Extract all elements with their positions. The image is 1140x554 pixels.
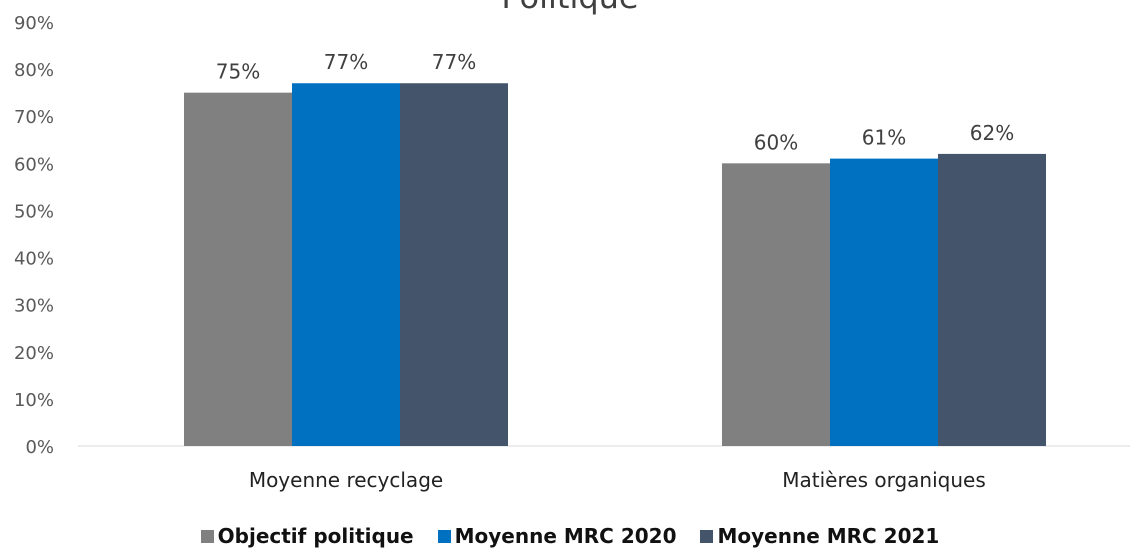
chart-title: Politique (501, 0, 638, 16)
data-label: 77% (324, 50, 368, 74)
data-label: 61% (862, 126, 906, 150)
data-label: 75% (216, 60, 260, 84)
y-tick-label: 20% (14, 343, 54, 364)
legend-swatch (200, 529, 214, 543)
legend-label: Moyenne MRC 2020 (454, 524, 677, 548)
data-label: 77% (432, 50, 476, 74)
bar (184, 92, 292, 447)
y-tick-label: 30% (14, 296, 54, 317)
legend-swatch (700, 529, 714, 543)
y-tick-label: 0% (25, 437, 54, 458)
y-tick-label: 80% (14, 60, 54, 81)
data-label: 62% (970, 121, 1014, 145)
legend-item: Moyenne MRC 2021 (700, 524, 939, 548)
legend-label: Moyenne MRC 2021 (717, 524, 940, 548)
y-tick-label: 10% (14, 390, 54, 411)
y-tick-label: 50% (14, 201, 54, 222)
bar (938, 153, 1046, 446)
legend-label: Objectif politique (217, 524, 414, 548)
x-axis: Moyenne recyclage Matières organiques (249, 468, 986, 492)
data-label: 60% (754, 130, 798, 154)
y-tick-label: 40% (14, 249, 54, 270)
bar (722, 163, 830, 447)
bar (830, 158, 938, 446)
x-category-label: Moyenne recyclage (249, 468, 443, 492)
y-tick-label: 90% (14, 13, 54, 34)
y-tick-label: 60% (14, 154, 54, 175)
legend: Objectif politique Moyenne MRC 2020 Moyenn… (0, 524, 1140, 548)
legend-item: Objectif politique (200, 524, 414, 548)
x-category-label: Matières organiques (782, 468, 985, 492)
y-tick-label: 70% (14, 107, 54, 128)
bar (400, 83, 508, 446)
bars: 75% 77% 77% 60% 61% 62% (184, 50, 1046, 447)
legend-swatch (437, 529, 451, 543)
bar (292, 83, 400, 446)
y-axis: 0% 10% 20% 30% 40% 50% 60% 70% 80% 90% (14, 13, 54, 458)
legend-item: Moyenne MRC 2020 (437, 524, 677, 548)
